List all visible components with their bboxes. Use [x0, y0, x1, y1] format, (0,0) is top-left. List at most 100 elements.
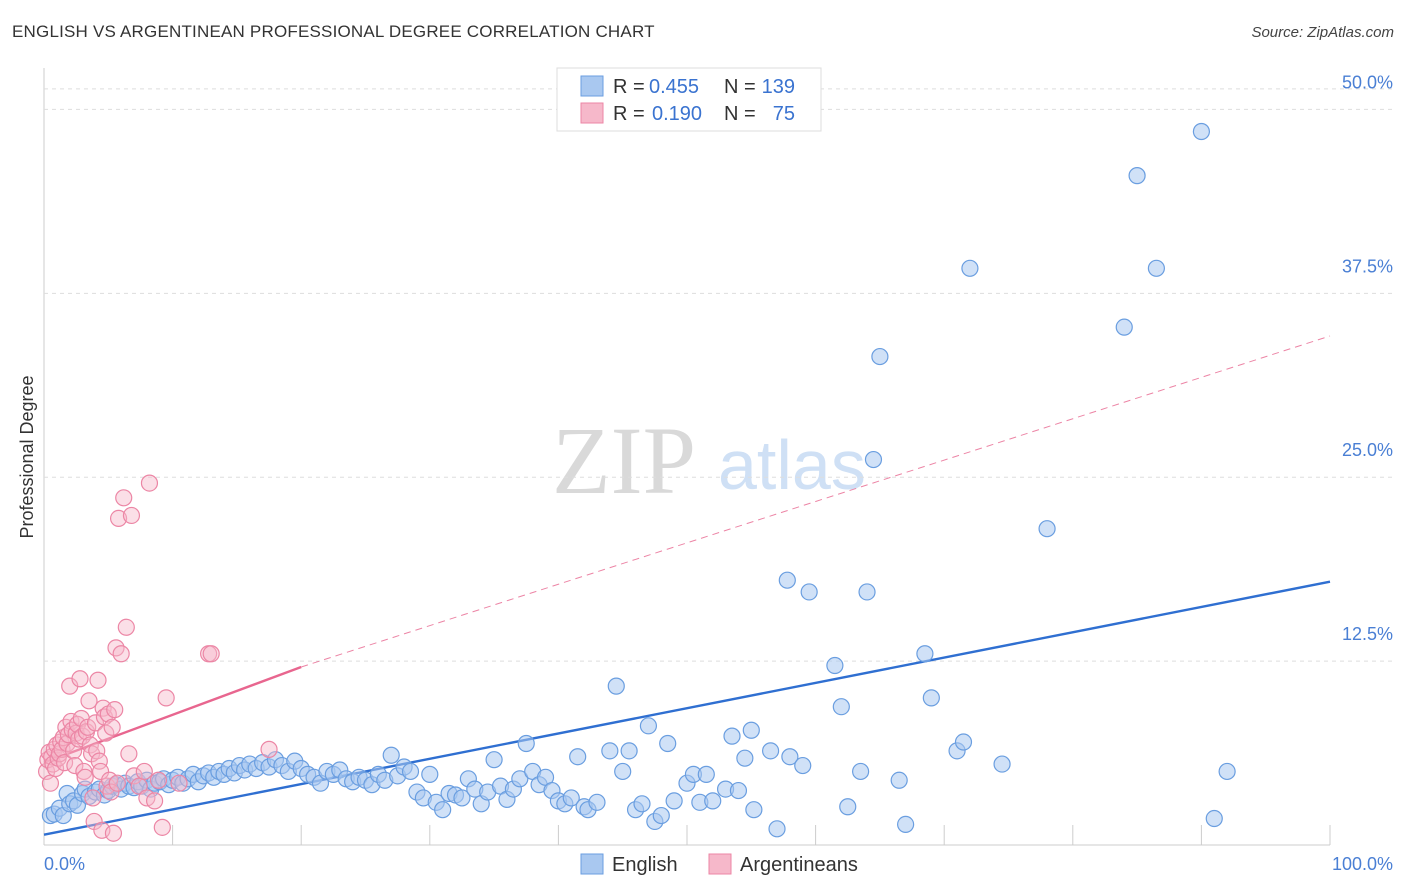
argentinean-point-74 [260, 740, 278, 758]
argentinean-point-51 [103, 718, 121, 736]
english-point-144 [1128, 167, 1146, 185]
argentinean-points [37, 474, 278, 842]
argentinean-point-59 [117, 618, 135, 636]
english-trend-line [43, 580, 1331, 836]
english-point-135 [897, 815, 915, 834]
english-point-137 [922, 689, 940, 707]
legend-bottom: English Argentineans [580, 853, 858, 876]
english-point-131 [858, 583, 876, 601]
english-point-126 [800, 583, 818, 601]
english-point-87 [517, 734, 535, 753]
english-point-95 [569, 748, 587, 766]
legend-argentinean-swatch [580, 102, 604, 124]
argentinean-point-68 [149, 771, 168, 789]
bottom-legend-argentinean-swatch [708, 853, 732, 875]
english-point-107 [652, 806, 670, 825]
english-point-69 [401, 762, 420, 781]
english-point-128 [832, 698, 850, 716]
argentinean-point-55 [108, 774, 126, 792]
argentinean-point-46 [97, 724, 115, 742]
legend-english-r-value: 0.455 [649, 76, 699, 98]
argentinean-point-56 [109, 509, 128, 528]
bottom-legend-english-label: English [612, 854, 678, 876]
argentinean-point-40 [89, 671, 107, 689]
english-point-109 [665, 792, 683, 810]
legend-english-n-value: 139 [762, 76, 795, 98]
argentinean-point-67 [145, 792, 164, 810]
english-point-141 [993, 755, 1011, 773]
argentinean-point-71 [170, 774, 188, 792]
legend-argentinean-n-label: N = [724, 103, 756, 125]
bottom-legend-argentinean-label: Argentineans [740, 854, 858, 876]
y-tick-labels: 12.5% 25.0% 37.5% 50.0% [1342, 72, 1393, 644]
argentinean-point-30 [76, 768, 94, 786]
english-point-118 [736, 749, 754, 767]
watermark-zip: ZIP [552, 407, 696, 514]
legend-argentinean-n-value: 75 [773, 103, 795, 125]
argentinean-point-69 [153, 818, 171, 836]
english-point-116 [723, 727, 741, 745]
english-point-120 [745, 801, 763, 819]
x-tick-marks [43, 825, 1331, 845]
english-point-148 [1218, 762, 1236, 781]
english-point-124 [781, 748, 799, 766]
english-point-114 [704, 792, 722, 810]
argentinean-point-22 [66, 756, 84, 775]
english-point-77 [453, 789, 471, 807]
argentinean-point-29 [75, 762, 93, 781]
y-tick-label-2: 37.5% [1342, 256, 1393, 276]
argentinean-trend-extension [301, 335, 1331, 668]
english-point-139 [954, 733, 973, 751]
argentinean-point-50 [102, 783, 120, 801]
y-tick-label-0: 12.5% [1342, 624, 1393, 644]
english-point-122 [768, 820, 786, 838]
x-tick-label-min: 0.0% [44, 854, 85, 874]
argentinean-point-3 [41, 774, 60, 792]
argentinean-point-58 [115, 489, 133, 507]
english-point-134 [890, 771, 908, 789]
english-point-133 [871, 347, 889, 366]
legend-argentinean-r-value: 0.190 [652, 103, 702, 125]
chart-title: ENGLISH VS ARGENTINEAN PROFESSIONAL DEGR… [12, 22, 655, 41]
english-point-82 [485, 751, 503, 769]
english-point-100 [607, 677, 625, 695]
x-tick-label-max: 100.0% [1332, 854, 1393, 874]
watermark-atlas: atlas [718, 426, 866, 504]
english-point-102 [620, 742, 638, 760]
argentinean-point-53 [106, 701, 124, 719]
argentinean-point-34 [81, 736, 99, 754]
legend-top: R = 0.455 N = 139 R = 0.190 N = 75 [556, 67, 822, 132]
english-point-94 [562, 789, 580, 807]
argentinean-point-33 [80, 692, 98, 710]
argentinean-point-57 [112, 645, 130, 663]
english-point-72 [421, 765, 439, 783]
english-point-99 [601, 742, 619, 760]
english-point-74 [434, 801, 452, 819]
english-point-105 [639, 717, 658, 735]
y-tick-label-1: 25.0% [1342, 440, 1393, 460]
y-axis-label: Professional Degree [17, 375, 37, 538]
legend-argentinean-r-label: R = [613, 103, 645, 125]
english-point-142 [1038, 520, 1056, 538]
english-point-108 [659, 734, 677, 753]
argentinean-point-39 [88, 742, 106, 760]
argentinean-point-52 [104, 824, 123, 842]
english-point-129 [839, 798, 857, 816]
english-point-117 [729, 781, 748, 800]
english-point-123 [778, 571, 796, 589]
english-point-119 [742, 721, 760, 739]
chart-source: Source: ZipAtlas.com [1251, 24, 1394, 41]
english-point-130 [852, 762, 870, 781]
english-point-127 [826, 656, 844, 675]
legend-english-swatch [580, 75, 604, 97]
english-point-125 [794, 756, 812, 775]
grid-layer [44, 88, 1392, 662]
english-point-140 [961, 259, 979, 277]
english-points [41, 122, 1236, 838]
english-point-132 [864, 450, 883, 469]
english-point-101 [614, 762, 632, 781]
y-tick-label-3: 50.0% [1342, 72, 1393, 92]
argentinean-point-70 [157, 689, 175, 707]
